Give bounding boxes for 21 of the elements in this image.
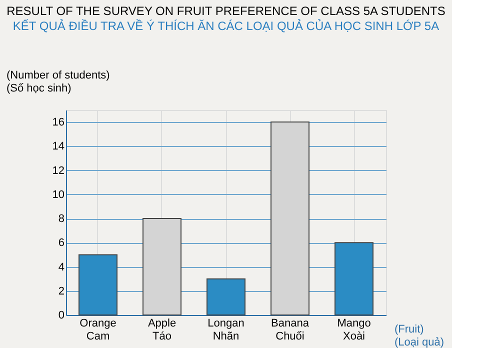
x-tick-label: Mango Xoài bbox=[337, 318, 371, 342]
chart-subtitle: KẾT QUẢ ĐIỀU TRA VỀ Ý THÍCH ĂN CÁC LOẠI QUẢ CỦA HỌC SINH LỚP 5A bbox=[12, 19, 440, 33]
y-tick-label: 12 bbox=[52, 164, 64, 177]
x-tick-label: Banana Chuối bbox=[271, 318, 310, 342]
bar bbox=[206, 278, 246, 316]
x-tick-label: Longan Nhãn bbox=[208, 318, 244, 342]
x-tick-label: Apple Táo bbox=[148, 318, 176, 342]
y-tick-label: 2 bbox=[58, 285, 64, 298]
y-tick-label: 8 bbox=[58, 213, 64, 226]
y-axis-title: (Number of students) (Số học sinh) bbox=[6, 70, 110, 94]
x-axis-title: (Fruit) (Loại quả) bbox=[394, 324, 444, 348]
y-tick-label: 14 bbox=[52, 140, 64, 153]
bar bbox=[334, 242, 374, 316]
y-tick-label: 6 bbox=[58, 237, 64, 250]
y-tick-label: 16 bbox=[52, 116, 64, 129]
chart-title: RESULT OF THE SURVEY ON FRUIT PREFERENCE OF CLASS 5A STUDENTS bbox=[6, 4, 446, 18]
y-tick-label: 0 bbox=[58, 310, 64, 322]
y-tick-label: 10 bbox=[52, 188, 64, 201]
x-tick-label: Orange Cam bbox=[80, 318, 116, 342]
y-tick-label: 4 bbox=[58, 261, 64, 274]
bar bbox=[78, 254, 118, 316]
